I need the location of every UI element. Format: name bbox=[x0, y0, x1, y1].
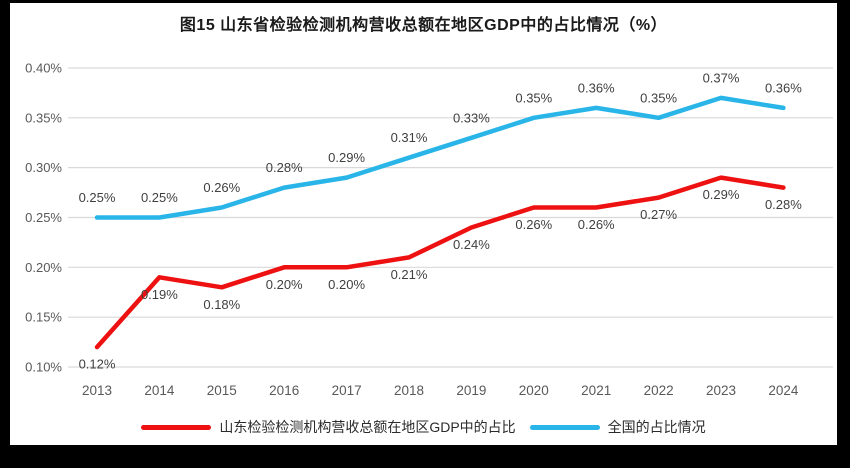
line-chart: 0.10% 0.15% 0.20% 0.25% 0.30% 0.35% 0.40% 2013 2… bbox=[25, 61, 833, 398]
chart-title: 图15 山东省检验检测机构营收总额在地区GDP中的占比情况（%） bbox=[179, 17, 668, 34]
data-label: 0.27% bbox=[640, 207, 677, 222]
data-label: 0.36% bbox=[765, 80, 802, 95]
data-label: 0.37% bbox=[703, 70, 740, 85]
data-label: 0.29% bbox=[328, 150, 365, 165]
data-label: 0.20% bbox=[328, 277, 365, 292]
series-line-1 bbox=[94, 95, 786, 220]
data-label: 0.20% bbox=[266, 277, 303, 292]
data-label: 0.12% bbox=[79, 357, 116, 372]
y-tick-label: 0.10% bbox=[25, 360, 62, 375]
legend-label-shandong: 山东检验检测机构营收总额在地区GDP中的占比 bbox=[219, 419, 516, 435]
data-label: 0.25% bbox=[141, 190, 178, 205]
data-label: 0.26% bbox=[203, 180, 240, 195]
x-tick-label: 2024 bbox=[768, 383, 799, 398]
data-label: 0.35% bbox=[515, 90, 552, 105]
x-tick-label: 2015 bbox=[207, 383, 237, 398]
x-tick-label: 2021 bbox=[581, 383, 611, 398]
legend: 山东检验检测机构营收总额在地区GDP中的占比 全国的占比情况 bbox=[10, 417, 837, 437]
y-tick-label: 0.40% bbox=[25, 61, 62, 76]
y-tick-label: 0.20% bbox=[25, 260, 62, 275]
series-line-0 bbox=[94, 175, 786, 350]
data-label: 0.18% bbox=[203, 297, 240, 312]
data-label: 0.24% bbox=[453, 237, 490, 252]
data-label: 0.33% bbox=[453, 110, 490, 125]
legend-label-national: 全国的占比情况 bbox=[607, 419, 706, 435]
x-tick-label: 2022 bbox=[644, 383, 674, 398]
x-tick-label: 2016 bbox=[269, 383, 299, 398]
data-label: 0.31% bbox=[391, 130, 428, 145]
data-label: 0.36% bbox=[578, 80, 615, 95]
data-label: 0.21% bbox=[391, 267, 428, 282]
chart-canvas: 图15 山东省检验检测机构营收总额在地区GDP中的占比情况（%） 0.10% 0.… bbox=[10, 3, 837, 445]
data-label: 0.25% bbox=[79, 190, 116, 205]
legend-swatch-red-line bbox=[141, 424, 212, 430]
legend-item-national: 全国的占比情况 bbox=[529, 417, 706, 437]
y-tick-label: 0.30% bbox=[25, 160, 62, 175]
data-label: 0.28% bbox=[266, 160, 303, 175]
data-label: 0.26% bbox=[515, 217, 552, 232]
x-tick-label: 2017 bbox=[332, 383, 362, 398]
legend-swatch-blue-line bbox=[529, 424, 600, 430]
x-tick-label: 2023 bbox=[706, 383, 736, 398]
y-tick-label: 0.35% bbox=[25, 110, 62, 125]
y-tick-label: 0.15% bbox=[25, 310, 62, 325]
y-tick-label: 0.25% bbox=[25, 210, 62, 225]
x-tick-label: 2014 bbox=[144, 383, 175, 398]
data-label: 0.35% bbox=[640, 90, 677, 105]
x-tick-label: 2020 bbox=[519, 383, 549, 398]
x-tick-label: 2019 bbox=[456, 383, 486, 398]
data-label: 0.28% bbox=[765, 197, 802, 212]
x-tick-label: 2018 bbox=[394, 383, 424, 398]
x-tick-label: 2013 bbox=[82, 383, 112, 398]
data-label: 0.19% bbox=[141, 287, 178, 302]
data-label: 0.29% bbox=[703, 187, 740, 202]
data-label: 0.26% bbox=[578, 217, 615, 232]
legend-item-shandong: 山东检验检测机构营收总额在地区GDP中的占比 bbox=[141, 417, 516, 437]
